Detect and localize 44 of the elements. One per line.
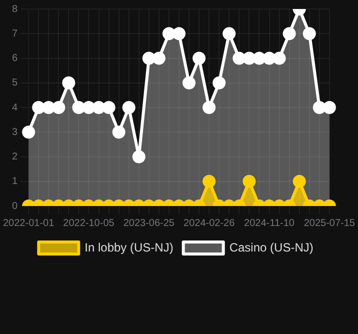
point — [312, 101, 326, 114]
x-tick-label: 2024-11-10 — [244, 218, 295, 229]
y-tick-label: 2 — [12, 152, 18, 162]
y-tick-label: 7 — [12, 28, 18, 40]
point — [322, 101, 336, 114]
point — [52, 101, 66, 114]
legend-label: In lobby (US-NJ) — [84, 240, 174, 254]
point — [142, 52, 156, 65]
point — [162, 27, 176, 40]
y-tick-label: 5 — [12, 78, 18, 89]
point — [202, 101, 216, 114]
y-tick-label: 8 — [12, 4, 18, 15]
point — [302, 27, 316, 40]
point — [262, 52, 276, 65]
legend-label: Casino (US-NJ) — [229, 240, 314, 254]
x-tick-label: 2022-01-01 — [3, 218, 55, 229]
point — [272, 52, 286, 65]
point — [242, 52, 256, 65]
point — [122, 101, 136, 114]
y-tick-label: 3 — [12, 126, 18, 138]
point — [32, 101, 46, 114]
point — [62, 76, 76, 90]
point — [72, 101, 86, 114]
y-tick-label: 1 — [12, 176, 18, 188]
point — [252, 52, 266, 65]
point — [192, 52, 206, 65]
point — [232, 52, 246, 65]
point — [102, 101, 116, 114]
point — [182, 76, 196, 90]
x-tick-label: 2023-06-25 — [123, 218, 175, 229]
point — [222, 27, 236, 40]
y-tick-label: 0 — [12, 200, 18, 212]
point — [152, 52, 166, 65]
point — [92, 101, 106, 114]
y-tick-label: 6 — [12, 53, 18, 64]
point — [212, 76, 226, 90]
x-tick-label: 2024-02-26 — [184, 218, 236, 229]
x-tick-label: 2025-07-15 — [304, 218, 356, 229]
x-tick-label: 2022-10-05 — [63, 218, 115, 229]
point — [282, 27, 296, 40]
point — [172, 27, 186, 40]
y-tick-label: 4 — [12, 102, 18, 114]
point — [82, 101, 96, 114]
point — [42, 101, 56, 114]
